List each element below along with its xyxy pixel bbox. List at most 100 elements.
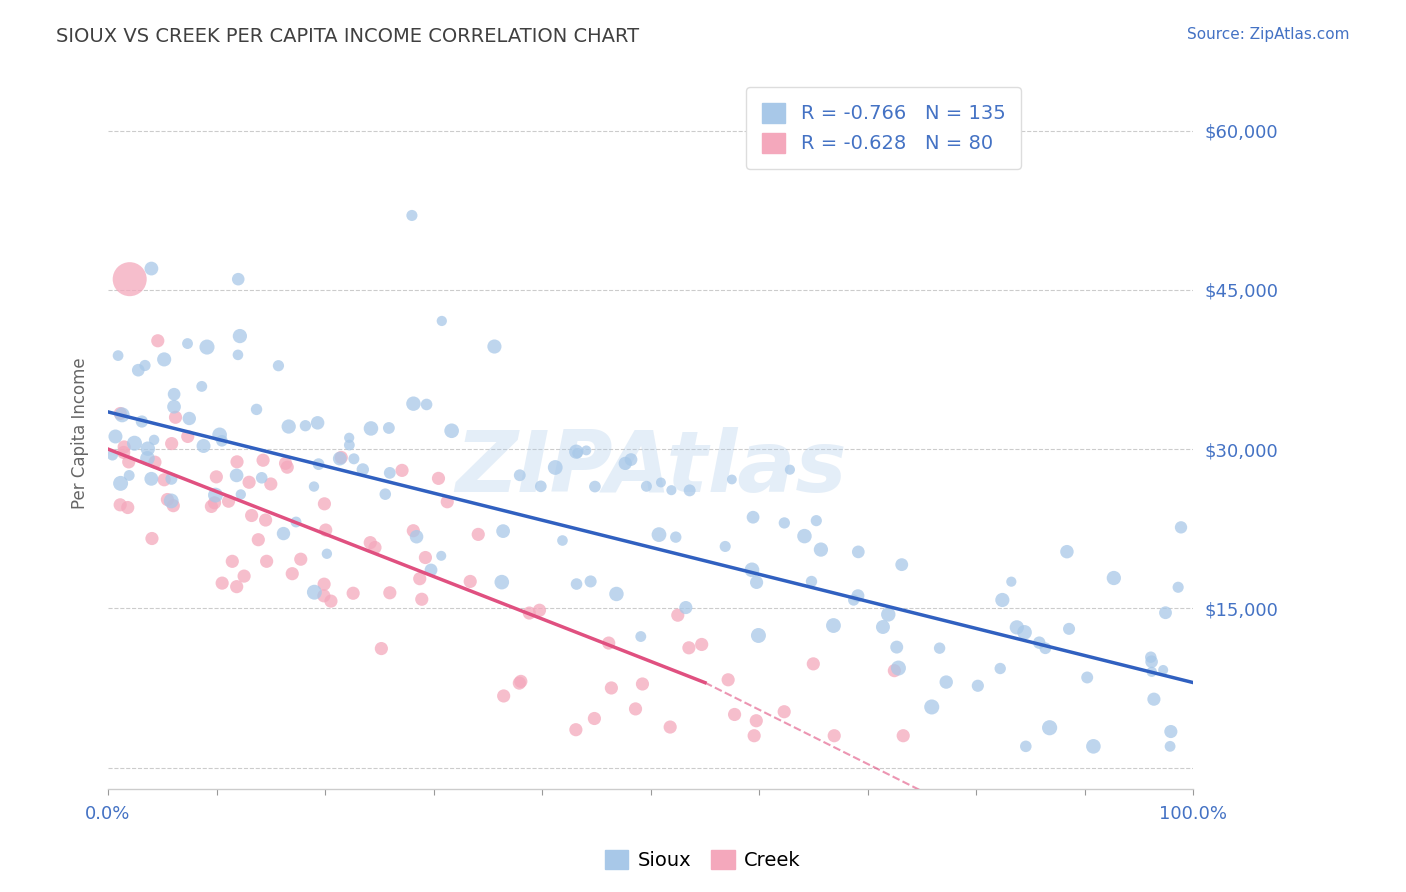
Point [136, 442, 159, 456]
Point [509, 674, 531, 689]
Point [274, 456, 297, 470]
Point [153, 352, 176, 367]
Point [492, 524, 515, 538]
Point [238, 475, 260, 490]
Point [163, 400, 186, 414]
Y-axis label: Per Capita Income: Per Capita Income [72, 358, 89, 509]
Point [273, 526, 295, 541]
Point [179, 411, 201, 425]
Point [294, 418, 316, 433]
Point [162, 499, 184, 513]
Text: ZIPAtlas: ZIPAtlas [456, 427, 846, 510]
Point [1015, 739, 1038, 754]
Point [254, 513, 277, 527]
Point [304, 585, 326, 599]
Point [402, 524, 425, 538]
Point [405, 530, 427, 544]
Point [409, 572, 432, 586]
Point [575, 443, 598, 458]
Point [314, 497, 336, 511]
Text: Source: ZipAtlas.com: Source: ZipAtlas.com [1187, 27, 1350, 42]
Point [281, 566, 304, 581]
Point [883, 664, 905, 678]
Point [312, 589, 335, 603]
Point [779, 463, 801, 477]
Point [302, 479, 325, 493]
Point [773, 705, 796, 719]
Point [631, 677, 654, 691]
Point [118, 272, 141, 286]
Point [307, 416, 329, 430]
Text: SIOUX VS CREEK PER CAPITA INCOME CORRELATION CHART: SIOUX VS CREEK PER CAPITA INCOME CORRELA… [56, 27, 640, 45]
Point [153, 473, 176, 487]
Point [108, 498, 131, 512]
Point [1083, 739, 1105, 754]
Point [773, 516, 796, 530]
Point [583, 711, 606, 725]
Point [277, 419, 299, 434]
Point [678, 640, 700, 655]
Point [565, 723, 588, 737]
Point [156, 492, 179, 507]
Point [747, 628, 769, 642]
Point [605, 587, 627, 601]
Point [330, 450, 353, 465]
Point [285, 515, 308, 529]
Point [430, 549, 453, 563]
Legend: R = -0.766   N = 135, R = -0.628   N = 80: R = -0.766 N = 135, R = -0.628 N = 80 [747, 87, 1021, 169]
Point [104, 429, 127, 443]
Point [225, 580, 247, 594]
Point [111, 408, 134, 422]
Point [517, 606, 540, 620]
Point [665, 530, 688, 544]
Point [620, 452, 643, 467]
Point [370, 641, 392, 656]
Point [1140, 655, 1163, 669]
Point [420, 563, 443, 577]
Point [846, 589, 869, 603]
Point [195, 340, 218, 354]
Point [1139, 650, 1161, 665]
Point [793, 529, 815, 543]
Point [204, 496, 226, 510]
Point [247, 533, 270, 547]
Point [988, 661, 1011, 675]
Point [211, 576, 233, 591]
Point [112, 445, 135, 459]
Point [1140, 665, 1163, 679]
Point [717, 673, 740, 687]
Point [928, 641, 950, 656]
Point [565, 577, 588, 591]
Point [160, 436, 183, 450]
Point [402, 397, 425, 411]
Point [458, 574, 481, 589]
Point [823, 729, 845, 743]
Point [583, 479, 606, 493]
Point [877, 607, 900, 622]
Point [723, 707, 745, 722]
Point [842, 593, 865, 607]
Point [745, 575, 768, 590]
Point [146, 334, 169, 348]
Point [176, 336, 198, 351]
Point [1039, 721, 1062, 735]
Point [1033, 641, 1056, 656]
Point [598, 636, 620, 650]
Point [1076, 671, 1098, 685]
Point [329, 451, 352, 466]
Point [315, 523, 337, 537]
Point [256, 554, 278, 568]
Point [378, 421, 401, 435]
Point [337, 431, 360, 445]
Point [391, 463, 413, 477]
Point [245, 402, 267, 417]
Point [430, 314, 453, 328]
Point [890, 558, 912, 572]
Point [415, 550, 437, 565]
Point [118, 455, 141, 469]
Point [204, 488, 226, 502]
Point [1028, 635, 1050, 649]
Point [1000, 574, 1022, 589]
Point [508, 676, 530, 690]
Point [143, 433, 166, 447]
